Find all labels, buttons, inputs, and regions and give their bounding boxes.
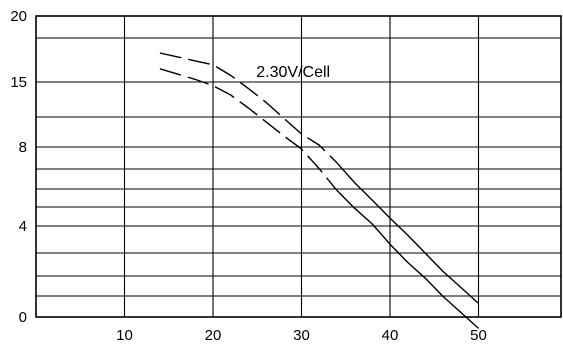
series-1-dashed-line xyxy=(159,52,338,164)
horizontal-gridlines xyxy=(36,37,561,297)
y-axis-tick-labels: 0 4 8 15 20 xyxy=(10,8,27,326)
plot-area: 10 20 30 40 50 0 4 8 15 20 2.30V/Cell xyxy=(10,8,562,344)
y-tick-label-20: 20 xyxy=(10,8,27,25)
series-2-dashed-line xyxy=(159,68,338,191)
y-tick-label-15: 15 xyxy=(10,74,27,91)
annotation-2-30v-cell: 2.30V/Cell xyxy=(256,64,330,81)
x-axis-tick-labels: 10 20 30 40 50 xyxy=(116,327,487,344)
y-tick-label-8: 8 xyxy=(19,139,27,156)
series-1-solid-line xyxy=(336,162,479,304)
series-2-solid-line xyxy=(336,189,479,329)
plot-frame xyxy=(35,15,562,318)
x-tick-label-20: 20 xyxy=(205,327,222,344)
x-tick-label-30: 30 xyxy=(293,327,310,344)
vertical-gridlines xyxy=(123,16,480,317)
y-tick-label-0: 0 xyxy=(19,309,27,326)
x-tick-label-10: 10 xyxy=(116,327,133,344)
x-tick-label-40: 40 xyxy=(382,327,399,344)
x-tick-label-50: 50 xyxy=(470,327,487,344)
y-tick-label-4: 4 xyxy=(19,218,27,235)
data-series xyxy=(159,52,479,329)
